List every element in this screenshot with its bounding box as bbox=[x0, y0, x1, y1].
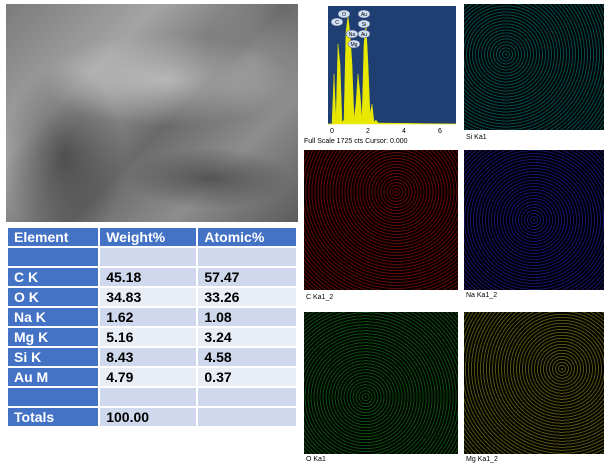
table-row-blank bbox=[8, 388, 296, 406]
table-row: Au M 4.79 0.37 bbox=[8, 368, 296, 386]
table-row: C K 45.18 57.47 bbox=[8, 268, 296, 286]
header-atomic: Atomic% bbox=[198, 228, 296, 246]
map-label-o: O Ka1 bbox=[306, 456, 326, 463]
cell-weight: 4.79 bbox=[100, 368, 197, 386]
map-si bbox=[464, 4, 604, 130]
cell-element: Si K bbox=[8, 348, 99, 366]
map-label-c: C Ka1_2 bbox=[306, 294, 334, 301]
cell-weight: 45.18 bbox=[100, 268, 197, 286]
sem-micrograph bbox=[6, 4, 298, 222]
spectrum-footer: Full Scale 1725 cts Cursor: 0.000 bbox=[304, 138, 408, 145]
cell-atomic: 57.47 bbox=[198, 268, 296, 286]
map-mg bbox=[464, 312, 604, 454]
cell-totals-label: Totals bbox=[8, 408, 99, 426]
x-tick: 4 bbox=[402, 128, 406, 135]
table-row-totals: Totals 100.00 bbox=[8, 408, 296, 426]
cell-atomic: 3.24 bbox=[198, 328, 296, 346]
cell-weight: 5.16 bbox=[100, 328, 197, 346]
svg-text:Na: Na bbox=[349, 32, 356, 38]
spectrum-peaks bbox=[328, 15, 457, 125]
cell-element: Au M bbox=[8, 368, 99, 386]
peak-label-o: O bbox=[337, 9, 351, 19]
cell-weight: 8.43 bbox=[100, 348, 197, 366]
table-row: Mg K 5.16 3.24 bbox=[8, 328, 296, 346]
peak-label-mg: Mg bbox=[347, 39, 361, 49]
peak-label-si: Si bbox=[357, 19, 371, 29]
table-row-blank bbox=[8, 248, 296, 266]
header-weight: Weight% bbox=[100, 228, 197, 246]
cell-element: Na K bbox=[8, 308, 99, 326]
svg-text:Au: Au bbox=[361, 12, 367, 18]
cell-element: Mg K bbox=[8, 328, 99, 346]
svg-text:C: C bbox=[335, 20, 339, 26]
cell-atomic: 1.08 bbox=[198, 308, 296, 326]
map-label-mg: Mg Ka1_2 bbox=[466, 456, 498, 463]
table-row: O K 34.83 33.26 bbox=[8, 288, 296, 306]
table-header-row: Element Weight% Atomic% bbox=[8, 228, 296, 246]
cell-element: O K bbox=[8, 288, 99, 306]
svg-text:Si: Si bbox=[362, 22, 366, 28]
table-row: Si K 8.43 4.58 bbox=[8, 348, 296, 366]
x-tick: 2 bbox=[366, 128, 370, 135]
map-o bbox=[304, 312, 458, 454]
map-c bbox=[304, 150, 458, 290]
cell-totals-weight: 100.00 bbox=[100, 408, 197, 426]
table-row: Na K 1.62 1.08 bbox=[8, 308, 296, 326]
svg-text:Mg: Mg bbox=[351, 42, 358, 48]
cell-atomic: 4.58 bbox=[198, 348, 296, 366]
map-label-si: Si Ka1 bbox=[466, 134, 487, 141]
svg-text:O: O bbox=[342, 12, 346, 18]
cell-atomic: 33.26 bbox=[198, 288, 296, 306]
cell-element: C K bbox=[8, 268, 99, 286]
map-label-na: Na Ka1_2 bbox=[466, 292, 498, 299]
composition-table: Element Weight% Atomic% C K 45.18 57.47 … bbox=[6, 226, 298, 428]
cell-weight: 34.83 bbox=[100, 288, 197, 306]
peak-label-c: C bbox=[330, 17, 344, 27]
header-element: Element bbox=[8, 228, 99, 246]
peak-label-au-2: Au bbox=[357, 29, 371, 39]
eds-spectrum: C O Na Mg Au Si Au 0 2 4 6 Full bbox=[304, 4, 458, 148]
spectrum-plot: C O Na Mg Au Si Au 0 2 4 6 bbox=[328, 6, 457, 135]
cell-weight: 1.62 bbox=[100, 308, 197, 326]
cell-atomic: 0.37 bbox=[198, 368, 296, 386]
peak-label-na: Na bbox=[345, 29, 359, 39]
x-tick: 6 bbox=[438, 128, 442, 135]
map-na bbox=[464, 150, 604, 290]
peak-label-au-1: Au bbox=[357, 9, 371, 19]
x-tick: 0 bbox=[330, 128, 334, 135]
svg-text:Au: Au bbox=[361, 32, 367, 38]
